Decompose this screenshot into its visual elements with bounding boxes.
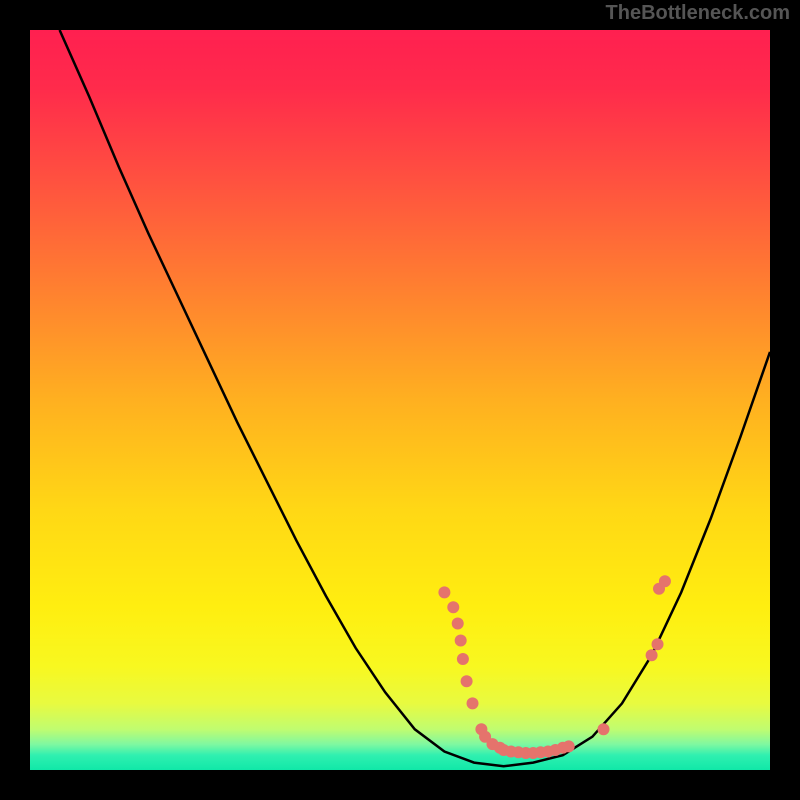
data-marker (598, 723, 610, 735)
data-marker (646, 649, 658, 661)
plot-area (30, 30, 770, 770)
data-marker (452, 617, 464, 629)
data-marker (652, 638, 664, 650)
chart-svg (30, 30, 770, 770)
gradient-background (30, 30, 770, 770)
data-marker (438, 586, 450, 598)
data-marker (461, 675, 473, 687)
data-marker (659, 575, 671, 587)
data-marker (457, 653, 469, 665)
data-marker (447, 601, 459, 613)
data-marker (467, 697, 479, 709)
data-marker (455, 635, 467, 647)
data-marker (563, 740, 575, 752)
watermark-text: TheBottleneck.com (606, 2, 790, 25)
